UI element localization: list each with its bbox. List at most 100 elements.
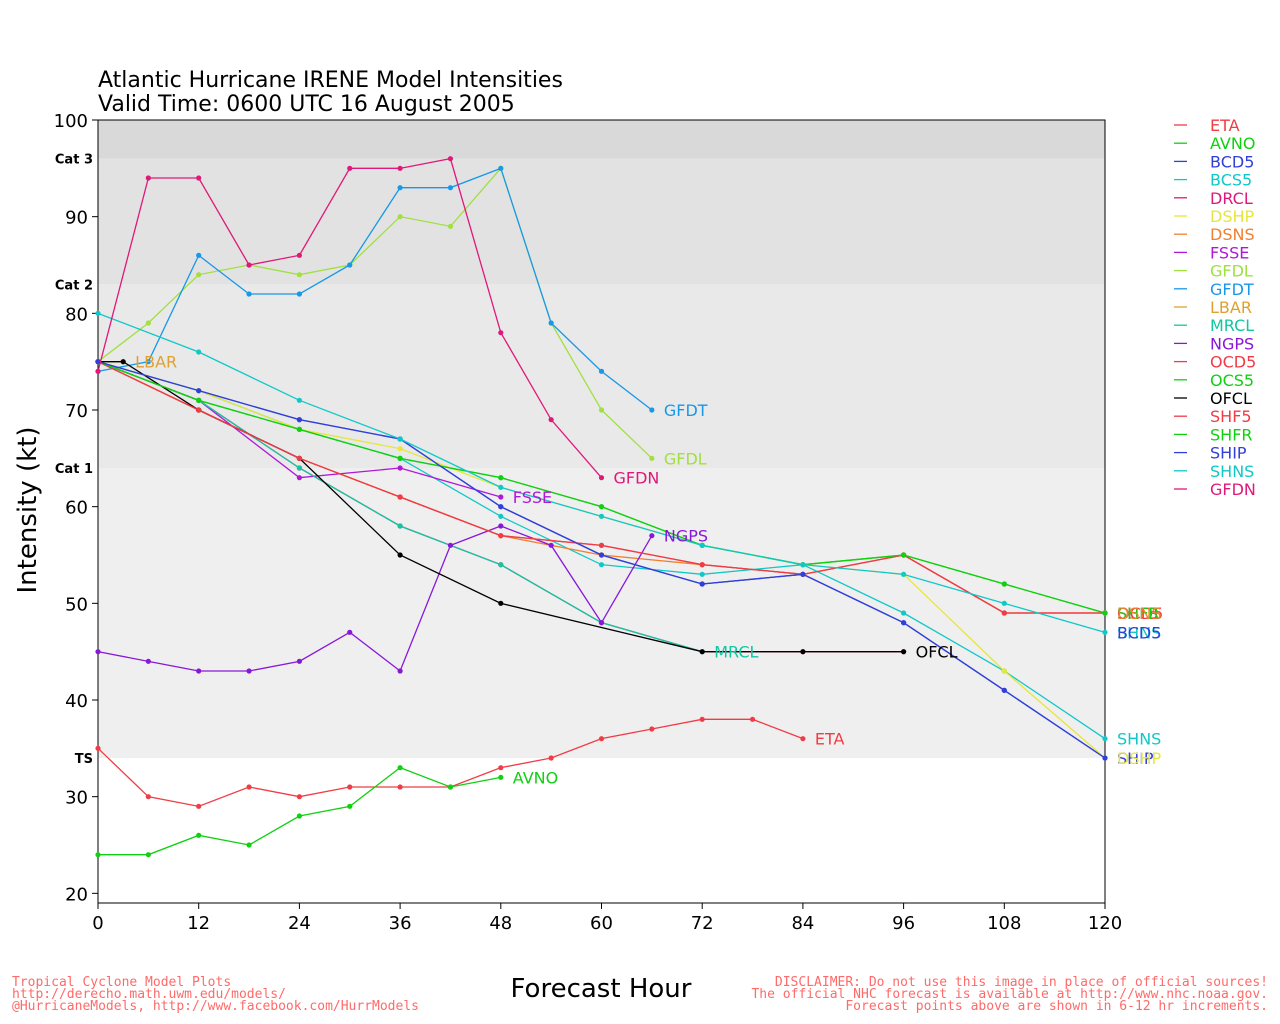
point-shfr (1102, 610, 1108, 616)
point-avno (95, 852, 101, 858)
y-tick-label: 40 (65, 691, 88, 712)
legend-entry: SHIP (1210, 444, 1247, 463)
point-shf5 (1001, 610, 1007, 616)
point-avno (246, 842, 252, 848)
x-tick-label: 0 (92, 913, 103, 934)
point-shns (699, 542, 705, 548)
point-gfdn (447, 156, 454, 162)
x-tick-label: 120 (1088, 913, 1122, 934)
point-gfdt (548, 320, 554, 326)
point-ngps (498, 523, 504, 529)
point-ship (598, 552, 605, 558)
legend-entry: ETA (1210, 116, 1240, 135)
footer-credit-line: Tropical Cyclone Model Plots (12, 975, 232, 990)
point-dshp (1001, 668, 1007, 674)
y-tick-label: 70 (65, 401, 88, 422)
point-ship (196, 388, 202, 394)
point-mrcl (296, 465, 302, 471)
point-shf5 (196, 407, 202, 413)
x-tick-label: 96 (892, 913, 915, 934)
footer-disclaimer: DISCLAIMER: Do not use this image in pla… (751, 976, 1268, 1013)
point-avno (145, 852, 151, 858)
point-shns (498, 484, 504, 490)
band-label: Cat 2 (55, 278, 93, 293)
point-ngps (447, 542, 454, 548)
point-shf5 (598, 542, 605, 548)
point-eta (649, 726, 655, 732)
legend-entry: SHNS (1210, 462, 1254, 481)
legend-entry: BCS5 (1210, 171, 1252, 190)
point-gfdt (397, 185, 403, 191)
point-shf5 (397, 494, 403, 500)
point-shf5 (296, 455, 302, 461)
point-gfdt (246, 291, 252, 297)
band-ts (98, 468, 1105, 758)
point-shfr (498, 475, 504, 481)
legend-entry: BCD5 (1210, 152, 1254, 171)
point-eta (246, 784, 252, 790)
point-ship (699, 581, 705, 587)
end-label-mrcl: MRCL (714, 643, 758, 662)
point-eta (196, 803, 202, 809)
point-eta (95, 745, 101, 751)
point-eta (749, 716, 756, 722)
point-gfdl (296, 272, 302, 278)
point-shfr (397, 455, 403, 461)
band-cat-2 (98, 158, 1105, 285)
point-gfdn (296, 252, 302, 258)
footer-credit-line: @HurricaneModels, http://www.facebook.co… (12, 999, 419, 1014)
point-gfdn (397, 165, 403, 171)
point-ngps (196, 668, 202, 674)
point-bcs5 (1102, 736, 1108, 742)
footer-credits: Tropical Cyclone Model Plots http://dere… (12, 975, 419, 1014)
point-mrcl (397, 523, 403, 529)
series-line-gfdt (97, 167, 653, 411)
point-eta (347, 784, 353, 790)
legend-entry: AVNO (1210, 134, 1255, 153)
point-ofcl (901, 649, 907, 655)
end-label-extra: DSNS (1117, 604, 1162, 623)
end-label-ocd5: OCD5 (1117, 604, 1163, 623)
x-tick-label: 48 (489, 913, 512, 934)
end-label-ofcl: OFCL (916, 643, 958, 662)
legend-entry: GFDN (1210, 480, 1256, 499)
point-avno (196, 832, 202, 838)
category-bands: TS Cat 1 Cat 2 Cat 3 (55, 120, 1105, 903)
chart-title: Atlantic Hurricane IRENE Model Intensiti… (98, 68, 563, 93)
end-label-extra: DSHP (1117, 749, 1162, 768)
point-ship (1001, 687, 1007, 693)
legend-entry: FSSE (1210, 243, 1249, 262)
point-fsse (296, 475, 302, 481)
point-ngps (246, 668, 252, 674)
legend-entry: DSNS (1210, 225, 1255, 244)
chart-subtitle: Valid Time: 0600 UTC 16 August 2005 (98, 92, 515, 117)
point-ship (95, 359, 101, 365)
point-gfdn (95, 368, 101, 374)
point-gfdt (649, 407, 655, 413)
point-gfdt (296, 291, 302, 297)
end-label-lbar: LBAR (135, 353, 177, 372)
point-eta (145, 794, 151, 800)
footer-credit-line: http://derecho.math.uwm.edu/models/ (12, 987, 286, 1002)
point-avno (347, 803, 353, 809)
point-shfr (196, 397, 202, 403)
point-shns (1102, 629, 1108, 635)
point-gfdt (598, 368, 605, 374)
x-tick-label: 60 (590, 913, 613, 934)
legend-entry: DRCL (1210, 189, 1253, 208)
point-ship (1102, 755, 1108, 761)
point-ngps (397, 668, 403, 674)
point-mrcl (498, 562, 504, 568)
point-eta (397, 784, 403, 790)
point-gfdn (498, 330, 504, 336)
point-gfdl (598, 407, 605, 413)
point-shns (598, 513, 605, 519)
series-lines (95, 156, 1108, 858)
point-avno (447, 784, 454, 790)
point-eta (699, 716, 705, 722)
point-eta (598, 736, 605, 742)
point-gfdt (447, 185, 454, 191)
legend-entry: MRCL (1210, 316, 1254, 335)
legend: ETAAVNOBCD5BCS5DRCLDSHPDSNSFSSEGFDLGFDTL… (1174, 116, 1256, 499)
